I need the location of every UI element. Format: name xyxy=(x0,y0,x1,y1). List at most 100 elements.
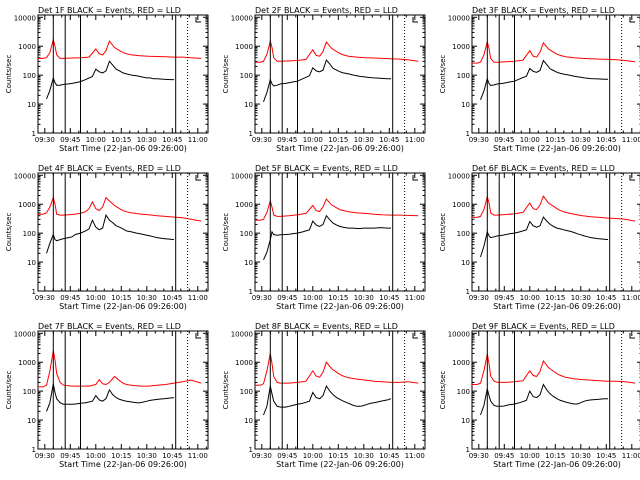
y-tick-label: 100 xyxy=(457,72,470,80)
corner-bracket xyxy=(629,17,635,23)
x-tick-label: 09:45 xyxy=(60,294,80,302)
y-tick-label: 10000 xyxy=(448,14,470,22)
y-tick-label: 1 xyxy=(249,288,253,296)
x-tick-label: 09:30 xyxy=(252,452,272,460)
x-tick-label: 10:30 xyxy=(571,136,591,144)
panel-title: Det 7F BLACK = Events, RED = LLD xyxy=(38,322,181,331)
x-tick-label: 09:45 xyxy=(494,136,514,144)
x-tick-label: 10:00 xyxy=(303,294,323,302)
y-tick-label: 10 xyxy=(461,417,470,425)
y-tick-label: 10 xyxy=(27,101,36,109)
x-tick-label: 10:45 xyxy=(379,294,399,302)
plot-frame xyxy=(37,330,209,450)
lld-series-line xyxy=(255,353,419,386)
lld-series-line xyxy=(472,354,636,385)
y-tick-label: 1 xyxy=(466,446,470,454)
plot-frame xyxy=(471,14,640,134)
x-tick-label: 10:45 xyxy=(379,136,399,144)
y-tick-label: 10000 xyxy=(231,330,253,338)
y-tick-label: 10000 xyxy=(448,172,470,180)
x-tick-label: 10:30 xyxy=(354,294,374,302)
x-tick-label: 10:45 xyxy=(596,136,616,144)
x-tick-label: 11:00 xyxy=(188,136,208,144)
plot-frame xyxy=(254,172,426,292)
corner-bracket xyxy=(195,333,201,339)
y-tick-label: 100 xyxy=(240,388,253,396)
corner-bracket xyxy=(412,333,418,339)
lld-series-line xyxy=(38,350,202,388)
x-tick-label: 10:45 xyxy=(596,294,616,302)
x-tick-label: 10:45 xyxy=(162,294,182,302)
x-tick-label: 10:00 xyxy=(303,136,323,144)
y-tick-label: 10 xyxy=(244,259,253,267)
y-tick-label: 10 xyxy=(27,259,36,267)
x-tick-label: 10:45 xyxy=(162,136,182,144)
corner-bracket xyxy=(629,175,635,181)
panel-5: Det 5F BLACK = Events, RED = LLD 1 10 100 10… xyxy=(222,164,426,311)
x-tick-label: 11:00 xyxy=(622,136,640,144)
y-axis-label: Counts/sec xyxy=(222,213,230,252)
panel-title: Det 5F BLACK = Events, RED = LLD xyxy=(255,164,398,173)
y-tick-label: 10 xyxy=(461,259,470,267)
x-tick-label: 10:30 xyxy=(137,294,157,302)
panel-title: Det 8F BLACK = Events, RED = LLD xyxy=(255,322,398,331)
lld-series-line xyxy=(255,198,419,221)
panel-7: Det 7F BLACK = Events, RED = LLD 1 10 100 10… xyxy=(5,322,209,469)
y-tick-label: 10000 xyxy=(14,14,36,22)
x-axis-label: Start Time (22-Jan-06 09:26:00) xyxy=(276,302,404,311)
events-series-line xyxy=(46,383,175,412)
x-tick-label: 09:45 xyxy=(277,294,297,302)
y-tick-label: 1000 xyxy=(18,43,36,51)
x-tick-label: 11:00 xyxy=(405,452,425,460)
x-tick-label: 10:30 xyxy=(571,294,591,302)
y-tick-label: 1 xyxy=(249,130,253,138)
y-axis-label: Counts/sec xyxy=(222,55,230,94)
panel-8: Det 8F BLACK = Events, RED = LLD 1 10 100 10… xyxy=(222,322,426,469)
y-axis-label: Counts/sec xyxy=(439,371,447,410)
y-axis-label: Counts/sec xyxy=(5,371,13,410)
x-tick-label: 10:30 xyxy=(137,452,157,460)
y-axis-label: Counts/sec xyxy=(5,55,13,94)
x-tick-label: 10:15 xyxy=(328,136,348,144)
x-tick-label: 09:30 xyxy=(469,452,489,460)
x-tick-label: 09:30 xyxy=(469,136,489,144)
y-tick-label: 100 xyxy=(23,72,36,80)
y-tick-label: 1 xyxy=(32,288,36,296)
y-tick-label: 1000 xyxy=(452,201,470,209)
x-tick-label: 11:00 xyxy=(188,294,208,302)
x-tick-label: 10:45 xyxy=(596,452,616,460)
x-tick-label: 10:00 xyxy=(520,136,540,144)
y-tick-label: 1000 xyxy=(235,43,253,51)
lld-series-line xyxy=(255,39,419,63)
events-series-line xyxy=(263,59,391,102)
panel-4: Det 4F BLACK = Events, RED = LLD 1 10 100 10… xyxy=(5,164,209,311)
panel-title: Det 1F BLACK = Events, RED = LLD xyxy=(38,6,181,15)
x-tick-label: 09:45 xyxy=(60,136,80,144)
events-series-line xyxy=(480,216,609,258)
corner-bracket xyxy=(629,333,635,339)
corner-bracket xyxy=(412,17,418,23)
x-tick-label: 09:45 xyxy=(277,452,297,460)
x-tick-label: 10:15 xyxy=(545,452,565,460)
x-tick-label: 11:00 xyxy=(405,136,425,144)
y-tick-label: 10 xyxy=(244,417,253,425)
x-tick-label: 10:30 xyxy=(137,136,157,144)
y-axis-label: Counts/sec xyxy=(439,213,447,252)
x-tick-label: 11:00 xyxy=(622,294,640,302)
events-series-line xyxy=(46,60,174,100)
events-series-line xyxy=(263,214,391,261)
corner-bracket xyxy=(195,175,201,181)
events-series-line xyxy=(263,385,392,416)
events-series-line xyxy=(480,59,608,100)
x-tick-label: 11:00 xyxy=(622,452,640,460)
plot-frame xyxy=(471,330,640,450)
y-tick-label: 1000 xyxy=(18,359,36,367)
x-tick-label: 09:45 xyxy=(277,136,297,144)
x-axis-label: Start Time (22-Jan-06 09:26:00) xyxy=(59,302,187,311)
panel-9: Det 9F BLACK = Events, RED = LLD 1 10 100 10… xyxy=(439,322,640,469)
x-tick-label: 10:00 xyxy=(86,136,106,144)
y-axis-label: Counts/sec xyxy=(222,371,230,410)
x-tick-label: 10:15 xyxy=(545,136,565,144)
